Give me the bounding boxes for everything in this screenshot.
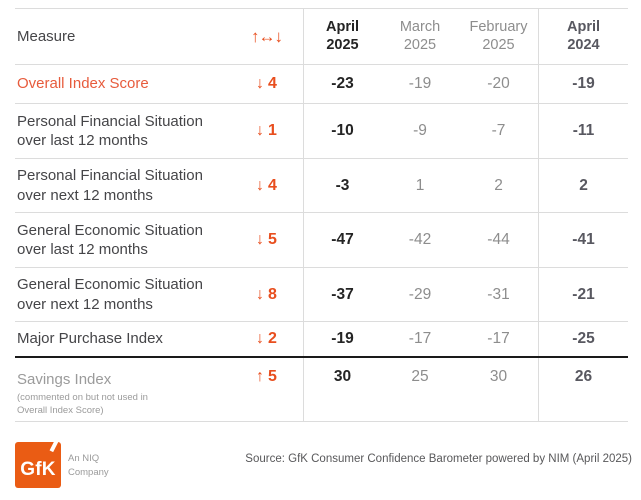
table-row-pfs-last-12: Personal Financial Situation over last 12… bbox=[15, 104, 628, 159]
arrow-down-icon: ↓ bbox=[256, 176, 265, 194]
value-april-2025: -10 bbox=[303, 104, 381, 158]
column-header-april-2025: April 2025 bbox=[303, 9, 381, 64]
value-march-2025: 25 bbox=[411, 368, 429, 385]
value-february-2025: -17 bbox=[487, 330, 510, 347]
value-april-2025: 30 bbox=[303, 358, 381, 421]
column-header-april-2024: April 2024 bbox=[538, 9, 628, 64]
savings-footnote: (commented on but not used in Overall In… bbox=[17, 392, 148, 416]
change-cell: ↑ 5 bbox=[256, 368, 277, 385]
value-february-2025: 30 bbox=[489, 368, 508, 385]
value-march-2025: -42 bbox=[408, 231, 432, 248]
row-label: Savings Index (commented on but not used … bbox=[15, 358, 230, 421]
value-march-2025: -9 bbox=[413, 122, 427, 139]
change-cell: ↓ 4 bbox=[256, 176, 277, 194]
arrow-up-icon: ↑ bbox=[256, 368, 265, 385]
value-march-2025: -29 bbox=[408, 285, 432, 303]
value-february-2025: -20 bbox=[487, 75, 510, 92]
change-cell: ↓ 1 bbox=[256, 122, 277, 139]
value-april-2025: -3 bbox=[303, 159, 381, 212]
value-april-2024: 2 bbox=[538, 159, 628, 212]
value-april-2024: -11 bbox=[538, 104, 628, 158]
logo-accent-slash bbox=[49, 436, 60, 452]
value-march-2025: -17 bbox=[408, 330, 432, 347]
arrow-down-icon: ↓ bbox=[256, 285, 265, 303]
table-row-ges-next-12: General Economic Situation over next 12 m… bbox=[15, 268, 628, 322]
change-cell: ↓ 5 bbox=[256, 231, 277, 248]
value-april-2024: -19 bbox=[538, 65, 628, 103]
table-row-overall-index: Overall Index Score ↓ 4 -23 -19 -20 -19 bbox=[15, 65, 628, 104]
value-april-2025: -37 bbox=[303, 268, 381, 321]
arrow-down-icon: ↓ bbox=[256, 330, 265, 347]
row-label: General Economic Situation over next 12 m… bbox=[17, 276, 203, 313]
value-april-2024: 26 bbox=[538, 358, 628, 421]
value-april-2024: -41 bbox=[538, 213, 628, 267]
row-label: Personal Financial Situation over last 12… bbox=[17, 112, 203, 149]
arrow-down-icon: ↓ bbox=[256, 122, 265, 139]
value-april-2025: -19 bbox=[303, 322, 381, 356]
value-february-2025: -31 bbox=[487, 285, 510, 303]
table-header-row: Measure ↑↔↓ April 2025 March 2025 February… bbox=[15, 9, 628, 65]
value-april-2024: -21 bbox=[538, 268, 628, 321]
niq-company-tagline: An NIQ Company bbox=[68, 453, 109, 478]
row-label: Overall Index Score bbox=[17, 75, 149, 93]
source-attribution: Source: GfK Consumer Confidence Baromete… bbox=[245, 453, 632, 465]
value-april-2025: -47 bbox=[303, 213, 381, 267]
data-table: Measure ↑↔↓ April 2025 March 2025 February… bbox=[15, 8, 628, 422]
column-header-february-2025: February 2025 bbox=[469, 18, 528, 53]
row-label: General Economic Situation over last 12 m… bbox=[17, 221, 203, 258]
table-row-savings-index: Savings Index (commented on but not used … bbox=[15, 358, 628, 422]
value-march-2025: -19 bbox=[408, 75, 432, 92]
change-cell: ↓ 8 bbox=[256, 285, 277, 303]
table-row-pfs-next-12: Personal Financial Situation over next 12… bbox=[15, 159, 628, 213]
value-april-2024: -25 bbox=[538, 322, 628, 356]
arrow-down-icon: ↓ bbox=[256, 231, 265, 248]
gfk-logo: GfK bbox=[15, 436, 61, 488]
value-february-2025: -7 bbox=[491, 122, 506, 139]
logo-text: GfK bbox=[20, 459, 56, 480]
change-cell: ↓ 4 bbox=[256, 75, 277, 92]
value-february-2025: 2 bbox=[494, 176, 503, 194]
column-header-march-2025: March 2025 bbox=[399, 18, 441, 53]
row-label: Personal Financial Situation over next 12… bbox=[17, 167, 203, 204]
column-header-measure: Measure bbox=[17, 27, 76, 45]
value-march-2025: 1 bbox=[415, 176, 425, 194]
value-february-2025: -44 bbox=[487, 231, 510, 248]
up-leftright-down-arrows-icon: ↑↔↓ bbox=[251, 26, 283, 46]
table-row-ges-last-12: General Economic Situation over last 12 m… bbox=[15, 213, 628, 268]
value-april-2025: -23 bbox=[303, 65, 381, 103]
change-cell: ↓ 2 bbox=[256, 330, 277, 347]
arrow-down-icon: ↓ bbox=[256, 75, 265, 92]
row-label: Major Purchase Index bbox=[17, 330, 163, 348]
column-header-change: ↑↔↓ bbox=[230, 9, 303, 64]
table-row-major-purchase: Major Purchase Index ↓ 2 -19 -17 -17 -25 bbox=[15, 322, 628, 358]
